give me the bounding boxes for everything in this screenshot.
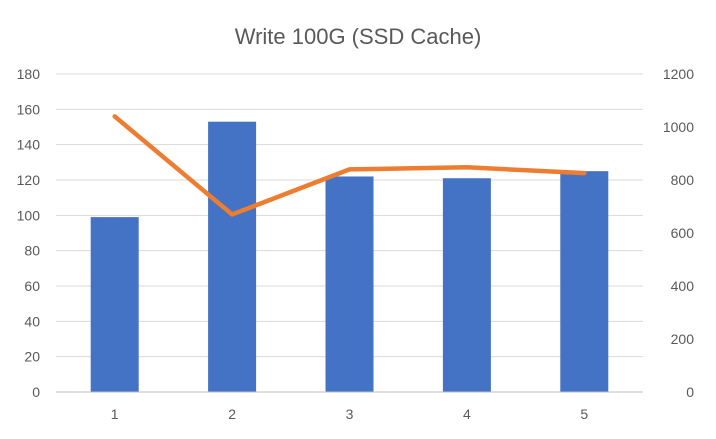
- y-tick-label: 120: [17, 172, 41, 188]
- chart-title: Write 100G (SSD Cache): [235, 24, 482, 49]
- bar: [90, 217, 139, 392]
- bar: [560, 171, 609, 392]
- y-tick-label: 180: [17, 66, 41, 82]
- y2-tick-label: 200: [671, 331, 695, 347]
- x-tick-label: 5: [580, 406, 588, 422]
- series-line: [112, 114, 587, 217]
- x-axis: 1 2 3 4 5: [56, 391, 643, 422]
- y-tick-label: 160: [17, 101, 41, 117]
- bar-series: [90, 121, 609, 392]
- bar: [442, 178, 491, 392]
- y2-tick-label: 0: [686, 384, 694, 400]
- y-tick-label: 80: [24, 243, 40, 259]
- bar: [208, 121, 257, 392]
- y-tick-label: 60: [24, 278, 40, 294]
- y-axis-left: 0 20 40 60 80 100 120 140 160 180: [17, 66, 41, 400]
- x-tick-label: 4: [463, 406, 471, 422]
- y2-tick-label: 1200: [663, 66, 694, 82]
- y-tick-label: 0: [32, 384, 40, 400]
- y2-tick-label: 400: [671, 278, 695, 294]
- y2-tick-label: 800: [671, 172, 695, 188]
- y-tick-label: 140: [17, 137, 41, 153]
- y-axis-right: 0 200 400 600 800 1000 1200: [663, 66, 694, 400]
- x-tick-label: 2: [228, 406, 236, 422]
- line-series: [112, 114, 587, 217]
- y-tick-label: 20: [24, 349, 40, 365]
- bar: [325, 176, 374, 392]
- x-tick-label: 1: [111, 406, 119, 422]
- x-tick-label: 3: [346, 406, 354, 422]
- y-tick-label: 40: [24, 313, 40, 329]
- y-tick-label: 100: [17, 207, 41, 223]
- y2-tick-label: 1000: [663, 119, 694, 135]
- y2-tick-label: 600: [671, 225, 695, 241]
